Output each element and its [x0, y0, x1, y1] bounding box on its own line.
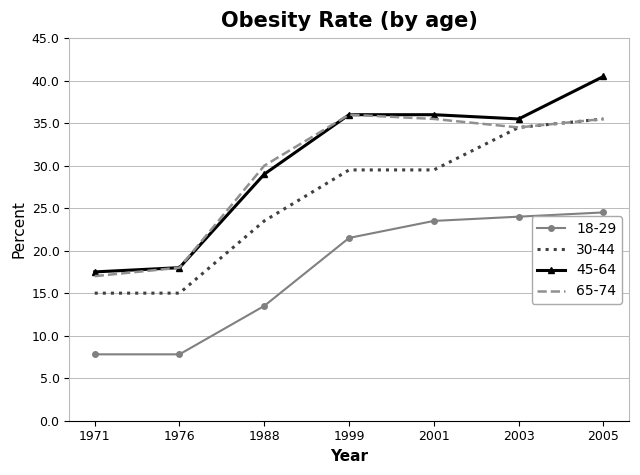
30-44 — [91, 290, 99, 296]
65-74 — [345, 112, 353, 117]
30-44 — [175, 290, 183, 296]
30-44 — [345, 167, 353, 173]
65-74 — [260, 163, 268, 169]
Line: 65-74: 65-74 — [95, 114, 604, 276]
30-44 — [260, 218, 268, 224]
45-64 — [600, 74, 607, 79]
30-44 — [515, 124, 522, 130]
65-74 — [600, 116, 607, 122]
18-29 — [175, 352, 183, 357]
18-29 — [91, 352, 99, 357]
Line: 30-44: 30-44 — [95, 119, 604, 293]
Legend: 18-29, 30-44, 45-64, 65-74: 18-29, 30-44, 45-64, 65-74 — [532, 216, 622, 304]
45-64 — [515, 116, 522, 122]
45-64 — [345, 112, 353, 117]
65-74 — [515, 124, 522, 130]
Y-axis label: Percent: Percent — [11, 200, 26, 258]
18-29 — [260, 303, 268, 309]
45-64 — [91, 269, 99, 275]
45-64 — [260, 171, 268, 177]
45-64 — [430, 112, 438, 117]
18-29 — [600, 209, 607, 215]
Line: 45-64: 45-64 — [92, 73, 607, 276]
65-74 — [175, 265, 183, 270]
18-29 — [345, 235, 353, 241]
18-29 — [430, 218, 438, 224]
Line: 18-29: 18-29 — [92, 209, 606, 357]
65-74 — [430, 116, 438, 122]
Title: Obesity Rate (by age): Obesity Rate (by age) — [221, 11, 477, 31]
30-44 — [600, 116, 607, 122]
X-axis label: Year: Year — [330, 449, 368, 464]
30-44 — [430, 167, 438, 173]
45-64 — [175, 265, 183, 270]
65-74 — [91, 273, 99, 279]
18-29 — [515, 214, 522, 219]
